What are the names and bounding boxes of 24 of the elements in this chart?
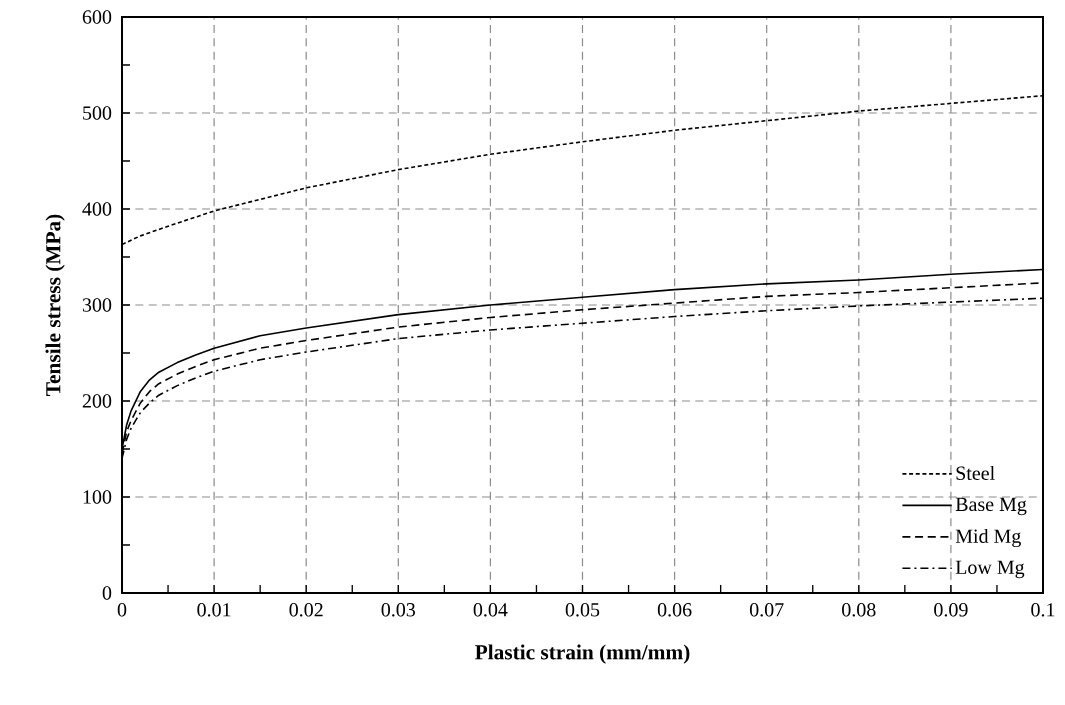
y-axis-title: Tensile stress (MPa)	[45, 214, 65, 396]
x-tick-label: 0	[117, 603, 127, 617]
y-tick-label: 600	[82, 10, 112, 24]
x-tick-label: 0.06	[657, 603, 692, 617]
x-tick-label: 0.09	[934, 603, 968, 617]
legend-label: Steel	[956, 465, 995, 480]
x-tick-label: 0.04	[473, 603, 508, 617]
x-axis-title: Plastic strain (mm/mm)	[475, 644, 690, 664]
x-tick-label: 0.05	[565, 603, 600, 617]
x-tick-label: 0.02	[289, 603, 323, 617]
y-tick-label: 500	[83, 106, 112, 120]
y-tick-label: 300	[82, 298, 112, 312]
legend-label: Low Mg	[955, 560, 1025, 579]
legend-label: Base Mg	[955, 497, 1027, 516]
y-tick-label: 200	[82, 394, 112, 408]
y-tick-label: 100	[83, 490, 112, 504]
x-tick-label: 0.01	[197, 603, 231, 617]
y-tick-label: 0	[102, 586, 112, 600]
x-tick-label: 0.07	[749, 603, 784, 617]
legend-label: Mid Mg	[955, 528, 1021, 548]
y-tick-label: 400	[82, 202, 112, 216]
x-tick-label: 0.03	[381, 603, 416, 617]
x-tick-label: 0.08	[842, 603, 876, 617]
x-tick-label: 0.1	[1031, 603, 1055, 617]
